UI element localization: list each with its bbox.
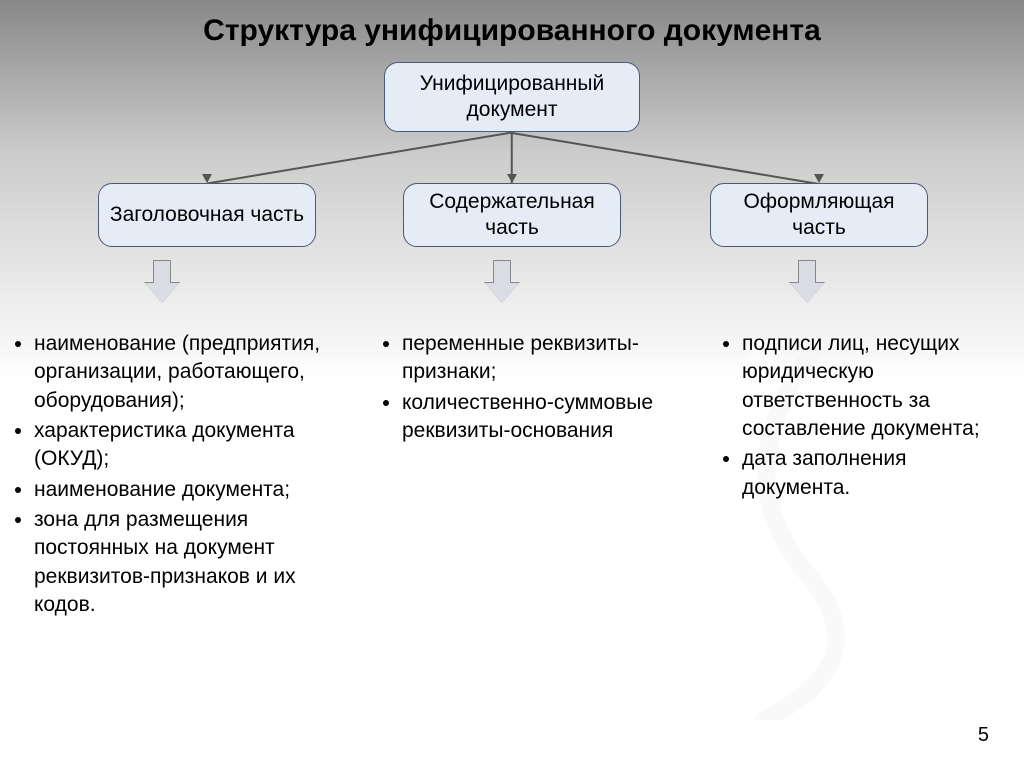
slide-title: Структура унифицированного документа	[0, 0, 1024, 48]
list-item: наименование (предприятия, организации, …	[34, 330, 342, 415]
list-item: переменные реквизиты-признаки;	[402, 330, 690, 387]
down-arrow-icon	[145, 260, 179, 304]
down-arrow-icon	[485, 260, 519, 304]
bullet-list-header: наименование (предприятия, организации, …	[12, 330, 342, 621]
page-number: 5	[978, 724, 989, 747]
list-item: зона для размещения постоянных на докуме…	[34, 506, 342, 619]
child-node-label: Заголовочная часть	[110, 202, 304, 228]
child-node-label: Оформляющая часть	[721, 189, 917, 242]
child-node-label: Содержательная часть	[414, 189, 610, 242]
list-item: количественно-суммовые реквизиты-основан…	[402, 389, 690, 446]
root-node: Унифицированный документ	[384, 62, 640, 132]
child-node-header: Заголовочная часть	[98, 183, 316, 247]
down-arrow-icon	[790, 260, 824, 304]
list-item: подписи лиц, несущих юридическую ответст…	[742, 330, 1010, 443]
child-node-formalizing: Оформляющая часть	[710, 183, 928, 247]
list-item: наименование документа;	[34, 476, 342, 504]
child-node-content: Содержательная часть	[403, 183, 621, 247]
bullet-list-content: переменные реквизиты-признаки;количестве…	[380, 330, 690, 447]
root-node-label: Унифицированный документ	[395, 71, 629, 124]
list-item: характеристика документа (ОКУД);	[34, 417, 342, 474]
list-item: дата заполнения документа.	[742, 445, 1010, 502]
bullet-list-formalizing: подписи лиц, несущих юридическую ответст…	[720, 330, 1010, 504]
